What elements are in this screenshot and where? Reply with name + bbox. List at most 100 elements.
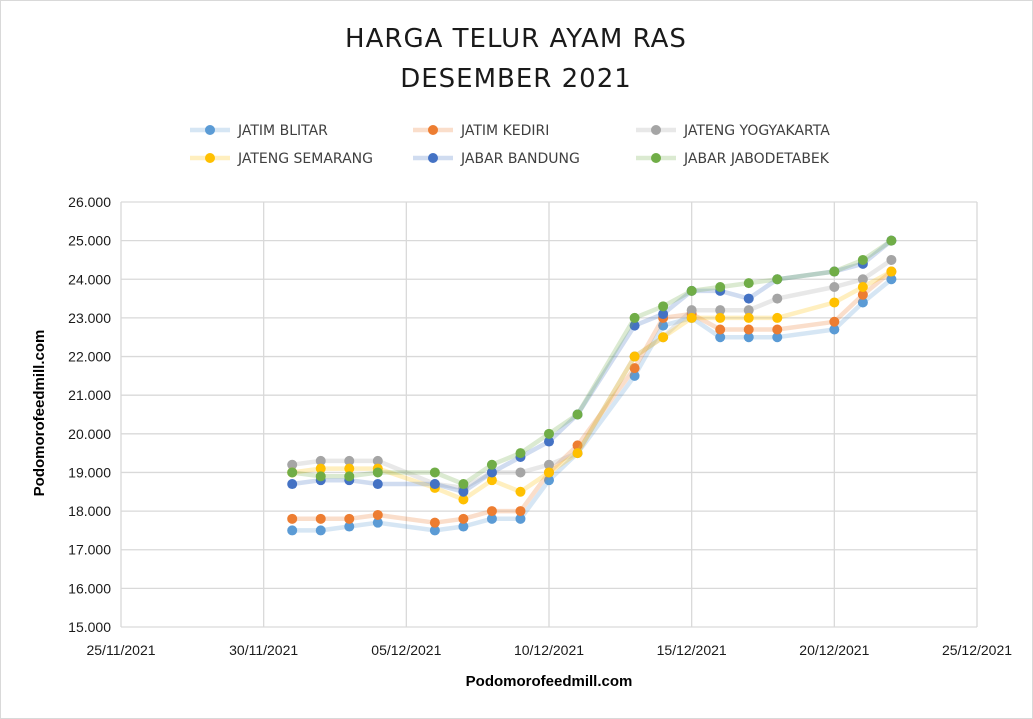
data-point <box>372 509 383 520</box>
data-point <box>372 517 383 528</box>
data-point <box>486 506 497 517</box>
data-point <box>658 332 669 343</box>
data-point <box>287 513 298 524</box>
data-point <box>544 459 554 470</box>
data-point <box>515 467 526 478</box>
legend-label: JATIM BLITAR <box>237 123 328 139</box>
data-point <box>629 320 640 331</box>
legend: JATIM BLITAR JATIM KEDIRI JATENG YOGYAKART… <box>190 123 830 167</box>
data-point <box>315 513 326 524</box>
series-line <box>291 238 893 495</box>
data-point <box>572 440 583 451</box>
data-point <box>287 525 298 536</box>
legend-label: JABAR JABODETABEK <box>683 151 830 167</box>
legend-marker <box>205 125 215 135</box>
series-line <box>291 269 893 502</box>
legend-item: JATIM BLITAR <box>190 123 328 139</box>
data-point <box>572 409 583 420</box>
data-point <box>629 363 640 374</box>
data-point <box>857 289 868 300</box>
data-point <box>772 312 783 323</box>
data-point <box>743 324 754 335</box>
data-point <box>715 332 726 343</box>
x-tick-label: 05/12/2021 <box>371 642 441 658</box>
legend-marker <box>651 125 661 135</box>
data-point <box>458 486 469 497</box>
x-tick-label: 15/12/2021 <box>657 642 727 658</box>
data-point <box>515 486 526 497</box>
data-point <box>686 312 697 323</box>
series-line <box>291 258 893 491</box>
data-point <box>886 254 897 265</box>
data-point <box>287 467 298 478</box>
y-tick-label: 26.000 <box>68 194 111 210</box>
y-tick-label: 23.000 <box>68 310 111 326</box>
data-point <box>829 266 840 277</box>
data-point <box>287 459 298 470</box>
series-jateng-yogyakarta <box>287 254 897 493</box>
data-point <box>315 525 326 536</box>
data-point <box>429 479 440 490</box>
data-point <box>572 448 583 459</box>
data-point <box>772 332 783 343</box>
data-point <box>544 475 554 486</box>
data-point <box>486 459 497 470</box>
data-point <box>743 293 754 304</box>
data-point <box>515 506 526 517</box>
data-point <box>515 513 526 524</box>
data-point <box>772 324 783 335</box>
data-point <box>772 274 783 285</box>
data-point <box>429 467 440 478</box>
y-tick-label: 21.000 <box>68 387 111 403</box>
data-point <box>658 301 669 312</box>
legend-marker <box>651 153 661 163</box>
data-point <box>886 266 897 277</box>
legend-label: JATIM KEDIRI <box>460 123 549 139</box>
data-point <box>515 448 526 459</box>
data-point <box>344 455 355 466</box>
x-tick-label: 25/11/2021 <box>86 642 155 658</box>
data-point <box>458 513 469 524</box>
x-tick-label: 25/12/2021 <box>942 642 1012 658</box>
data-point <box>458 494 469 505</box>
x-axis-label: Podomorofeedmill.com <box>466 673 633 690</box>
data-point <box>315 463 326 474</box>
data-point <box>344 513 355 524</box>
legend-marker <box>428 125 438 135</box>
y-axis-label: Podomorofeedmill.com <box>31 330 48 497</box>
data-point <box>372 479 383 490</box>
series-jatim-blitar <box>287 274 897 536</box>
data-point <box>658 309 669 320</box>
data-point <box>315 455 326 466</box>
data-point <box>544 467 554 478</box>
data-point <box>429 525 440 536</box>
x-tick-label: 30/11/2021 <box>229 642 298 658</box>
data-point <box>458 479 469 490</box>
legend-item: JABAR BANDUNG <box>413 151 580 167</box>
data-point <box>857 254 868 265</box>
legend-item: JATIM KEDIRI <box>413 123 549 139</box>
data-point <box>715 305 726 316</box>
data-point <box>715 282 726 292</box>
legend-label: JATENG YOGYAKARTA <box>683 123 830 139</box>
data-point <box>658 320 669 331</box>
data-point <box>344 521 355 532</box>
data-point <box>629 312 640 323</box>
y-axis-ticks: 15.000 16.000 17.000 18.000 19.000 20.000 21.0… <box>68 194 111 635</box>
data-point <box>886 274 897 285</box>
legend-item: JATENG YOGYAKARTA <box>636 123 830 139</box>
data-point <box>686 305 697 316</box>
data-point <box>857 274 868 285</box>
chart-title-line-2: DESEMBER 2021 <box>400 64 632 94</box>
data-point <box>486 475 497 486</box>
x-tick-label: 10/12/2021 <box>514 642 584 658</box>
data-point <box>544 436 554 447</box>
legend-item: JATENG SEMARANG <box>190 151 373 167</box>
y-tick-label: 15.000 <box>68 619 111 635</box>
data-point <box>486 467 497 478</box>
y-tick-label: 25.000 <box>68 233 111 249</box>
data-point <box>743 312 754 323</box>
data-point <box>886 235 897 246</box>
data-point <box>372 455 383 466</box>
y-tick-label: 16.000 <box>68 580 111 596</box>
